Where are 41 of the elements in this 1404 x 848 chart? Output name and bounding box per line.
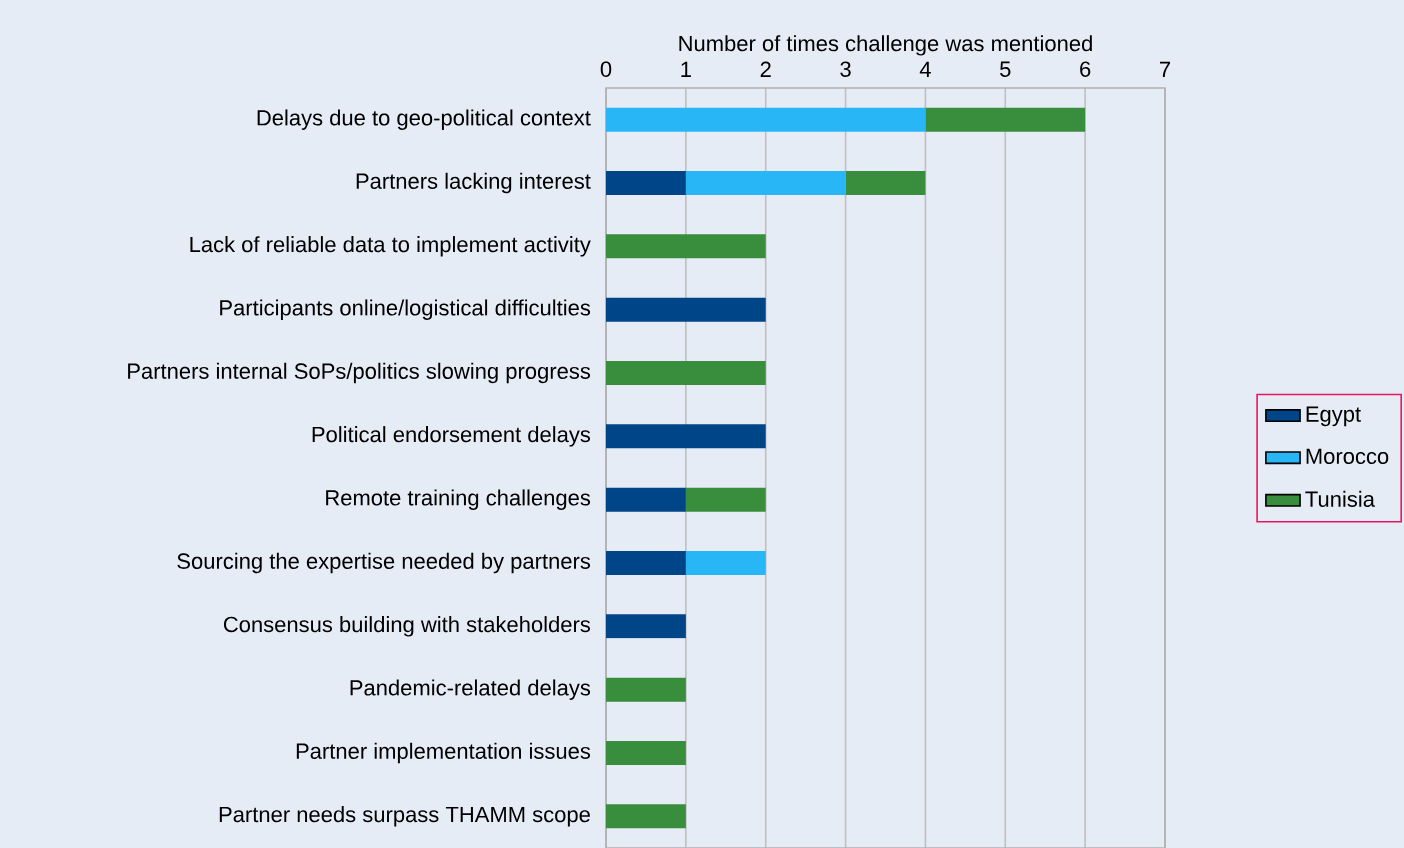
bar [606,234,766,259]
bar [606,741,686,766]
x-tick-label: 3 [840,61,851,77]
bar [845,171,926,196]
bar [685,171,846,196]
x-tick-label: 5 [1000,61,1011,77]
y-tick-label: Delays due to geo-political context [257,109,591,130]
bar [925,107,1086,132]
bar [606,677,686,702]
y-tick-label: Partner needs surpass THAMM scope [219,806,590,827]
bar [606,487,686,512]
bar [606,424,766,449]
legend-label: Morocco [1306,448,1389,465]
y-tick-label: Pandemic-related delays [350,679,591,700]
y-tick-label: Sourcing the expertise needed by partners [177,552,591,574]
bar [685,551,766,576]
x-tick-label: 2 [760,61,771,77]
y-tick-label: Lack of reliable data to implement activity [190,236,591,257]
bar [606,614,686,639]
x-tick-label: 4 [919,61,931,77]
bar [606,361,766,386]
bar [685,487,766,512]
y-tick-label: Remote training challenges [326,489,591,510]
x-tick-label: 6 [1080,61,1091,77]
y-tick-label: Partners internal SoPs/politics slowing progress [128,362,591,384]
bar [606,107,926,132]
y-tick-label: Political endorsement delays [312,426,591,447]
y-tick-label: Consensus building with stakeholders [223,616,591,637]
y-tick-label: Participants online/logistical difficulties [220,299,591,320]
y-tick-label: Partner implementation issues [296,742,591,764]
x-tick-label: 1 [681,61,691,77]
bar [606,297,766,322]
x-tick-label: 0 [600,61,612,77]
bar [606,804,686,829]
legend-label: Egypt [1306,406,1361,427]
bar [606,171,686,196]
x-axis-title: Number of times challenge was mentioned [679,35,1092,56]
y-tick-label: Partners lacking interest [356,172,591,194]
bar [606,551,686,576]
legend-label: Tunisia [1305,490,1375,507]
x-tick-label: 7 [1160,61,1171,77]
